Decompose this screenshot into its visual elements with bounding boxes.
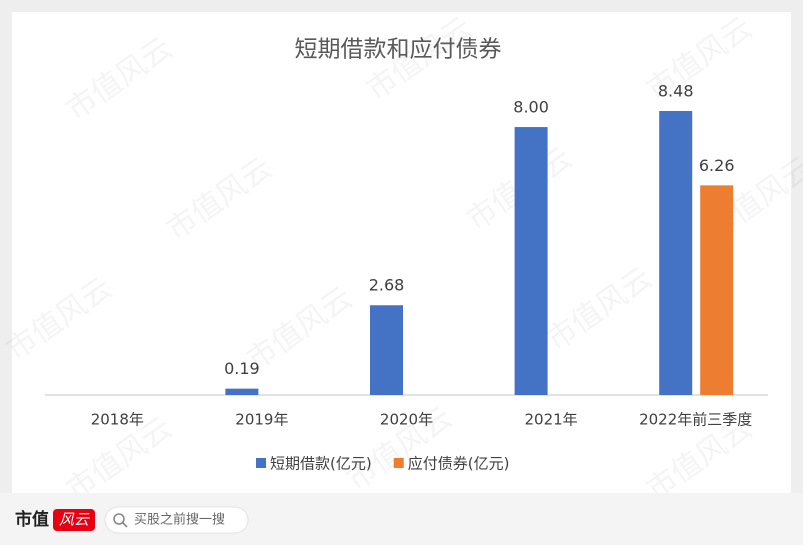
search-icon <box>113 513 125 525</box>
data-label: 8.00 <box>513 98 549 117</box>
legend-swatch <box>256 458 266 468</box>
x-tick-label: 2021年 <box>525 411 578 429</box>
search-box[interactable] <box>104 506 249 534</box>
bar <box>659 111 693 395</box>
legend-label: 应付债券(亿元) <box>408 455 510 473</box>
x-tick-label: 2022年前三季度 <box>639 411 752 429</box>
brand: 市值 <box>15 509 49 530</box>
bar <box>700 185 734 395</box>
legend-swatch <box>393 458 404 468</box>
data-label: 6.26 <box>699 156 735 175</box>
bar <box>370 305 403 395</box>
legend-label: 短期借款(亿元) <box>270 455 372 473</box>
data-label: 8.48 <box>658 82 694 101</box>
chart-title: 短期借款和应付债券 <box>295 37 502 63</box>
data-label: 0.19 <box>224 359 260 378</box>
bar <box>514 127 548 395</box>
bar <box>225 388 259 395</box>
x-tick-label: 2018年 <box>91 411 144 429</box>
data-label: 2.68 <box>369 276 405 295</box>
brand-mark: 风云 <box>59 511 90 529</box>
x-tick-label: 2019年 <box>235 411 288 429</box>
search-icon-handle <box>122 522 128 528</box>
search-placeholder: 买股之前搜一搜 <box>134 512 225 528</box>
x-tick-label: 2020年 <box>380 411 433 429</box>
brand-mark-bg <box>53 509 95 531</box>
